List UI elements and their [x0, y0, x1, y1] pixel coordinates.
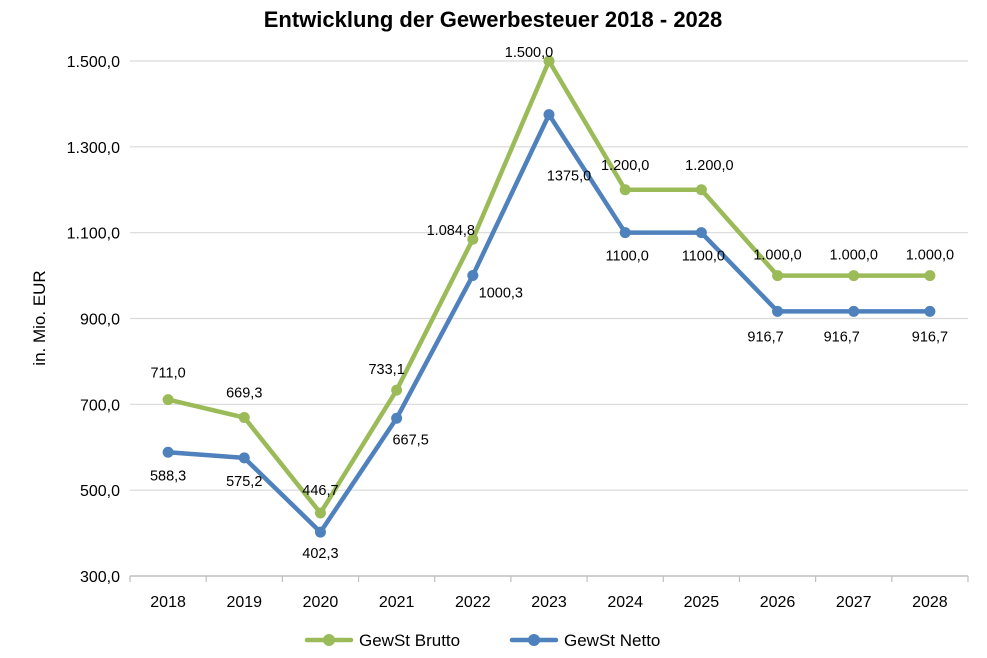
x-axis-ticks: 2018 2019 2020 2021 2022 2023 2024 2025 2026 2027… — [129, 576, 969, 611]
data-label-brutto: 1.200,0 — [685, 158, 733, 174]
data-point-netto — [772, 305, 784, 317]
data-label-brutto: 1.500,0 — [505, 45, 553, 61]
data-point-netto — [467, 269, 479, 281]
data-label-brutto: 1.084,8 — [427, 223, 475, 239]
data-label-netto: 916,7 — [912, 329, 948, 345]
data-point-netto — [543, 109, 555, 121]
data-point-brutto — [314, 507, 326, 519]
y-tick-label: 700,0 — [80, 397, 120, 414]
data-point-netto — [848, 305, 860, 317]
x-tick-label: 2027 — [836, 594, 872, 611]
data-label-netto: 1375,0 — [547, 169, 591, 185]
data-point-brutto — [162, 394, 174, 406]
x-tick-label: 2028 — [912, 594, 948, 611]
data-label-netto: 667,5 — [392, 432, 428, 448]
data-point-netto — [619, 227, 631, 239]
y-axis-title: in. Mio. EUR — [30, 270, 49, 365]
series-layer — [162, 55, 936, 538]
data-label-netto: 1100,0 — [682, 249, 725, 265]
data-label-brutto: 1.000,0 — [830, 248, 878, 264]
data-point-brutto — [772, 270, 784, 282]
x-tick-label: 2024 — [607, 594, 643, 611]
x-tick-label: 2020 — [303, 594, 339, 611]
data-point-brutto — [848, 270, 860, 282]
x-tick-label: 2022 — [455, 594, 491, 611]
data-point-brutto — [924, 270, 936, 282]
series-line-brutto — [165, 58, 933, 516]
x-tick-label: 2021 — [379, 594, 415, 611]
data-point-brutto — [391, 384, 403, 396]
y-tick-label: 1.100,0 — [67, 226, 120, 243]
legend-marker-brutto — [323, 634, 335, 646]
legend-label-netto: GewSt Netto — [564, 631, 660, 650]
y-tick-label: 300,0 — [80, 569, 120, 586]
data-label-brutto: 1.200,0 — [601, 158, 649, 174]
data-point-brutto — [543, 55, 555, 67]
y-tick-label: 1.500,0 — [67, 54, 120, 71]
data-label-netto: 588,3 — [150, 468, 186, 484]
x-tick-label: 2019 — [226, 594, 262, 611]
legend: GewSt Brutto GewSt Netto — [304, 631, 660, 650]
x-tick-label: 2026 — [760, 594, 796, 611]
y-axis-ticks: 300,0 500,0 700,0 900,0 1.100,0 1.300,0 1.500,… — [67, 54, 120, 586]
data-label-brutto: 1.000,0 — [906, 248, 954, 264]
chart-title: Entwicklung der Gewerbesteuer 2018 - 202… — [264, 7, 723, 32]
data-point-netto — [391, 412, 403, 424]
x-tick-label: 2025 — [684, 594, 720, 611]
data-label-brutto: 669,3 — [226, 386, 262, 402]
data-label-netto: 402,3 — [302, 546, 338, 562]
data-label-brutto: 733,1 — [368, 362, 404, 378]
data-point-netto — [314, 526, 326, 538]
legend-label-brutto: GewSt Brutto — [359, 631, 460, 650]
x-tick-label: 2023 — [531, 594, 567, 611]
data-point-netto — [238, 452, 250, 464]
x-tick-label: 2018 — [150, 594, 186, 611]
legend-marker-netto — [528, 634, 540, 646]
data-point-netto — [695, 227, 707, 239]
data-label-netto: 575,2 — [226, 474, 262, 490]
data-label-brutto: 1.000,0 — [753, 248, 801, 264]
data-label-brutto: 711,0 — [150, 366, 185, 382]
data-point-brutto — [467, 233, 479, 245]
data-point-brutto — [619, 184, 631, 196]
data-point-brutto — [238, 412, 250, 424]
data-point-netto — [924, 305, 936, 317]
data-point-brutto — [695, 184, 707, 196]
y-tick-label: 1.300,0 — [67, 140, 120, 157]
y-tick-label: 900,0 — [80, 312, 120, 329]
data-label-brutto: 446,7 — [302, 483, 338, 499]
data-point-netto — [162, 446, 174, 458]
data-label-netto: 916,7 — [824, 329, 860, 345]
data-label-netto: 1100,0 — [606, 249, 649, 265]
data-labels: 711,0 669,3 446,7 733,1 1.084,8 1.500,0 1.200,… — [150, 45, 954, 562]
y-tick-label: 500,0 — [80, 483, 120, 500]
data-label-netto: 916,7 — [747, 329, 783, 345]
data-label-netto: 1000,3 — [479, 285, 523, 301]
